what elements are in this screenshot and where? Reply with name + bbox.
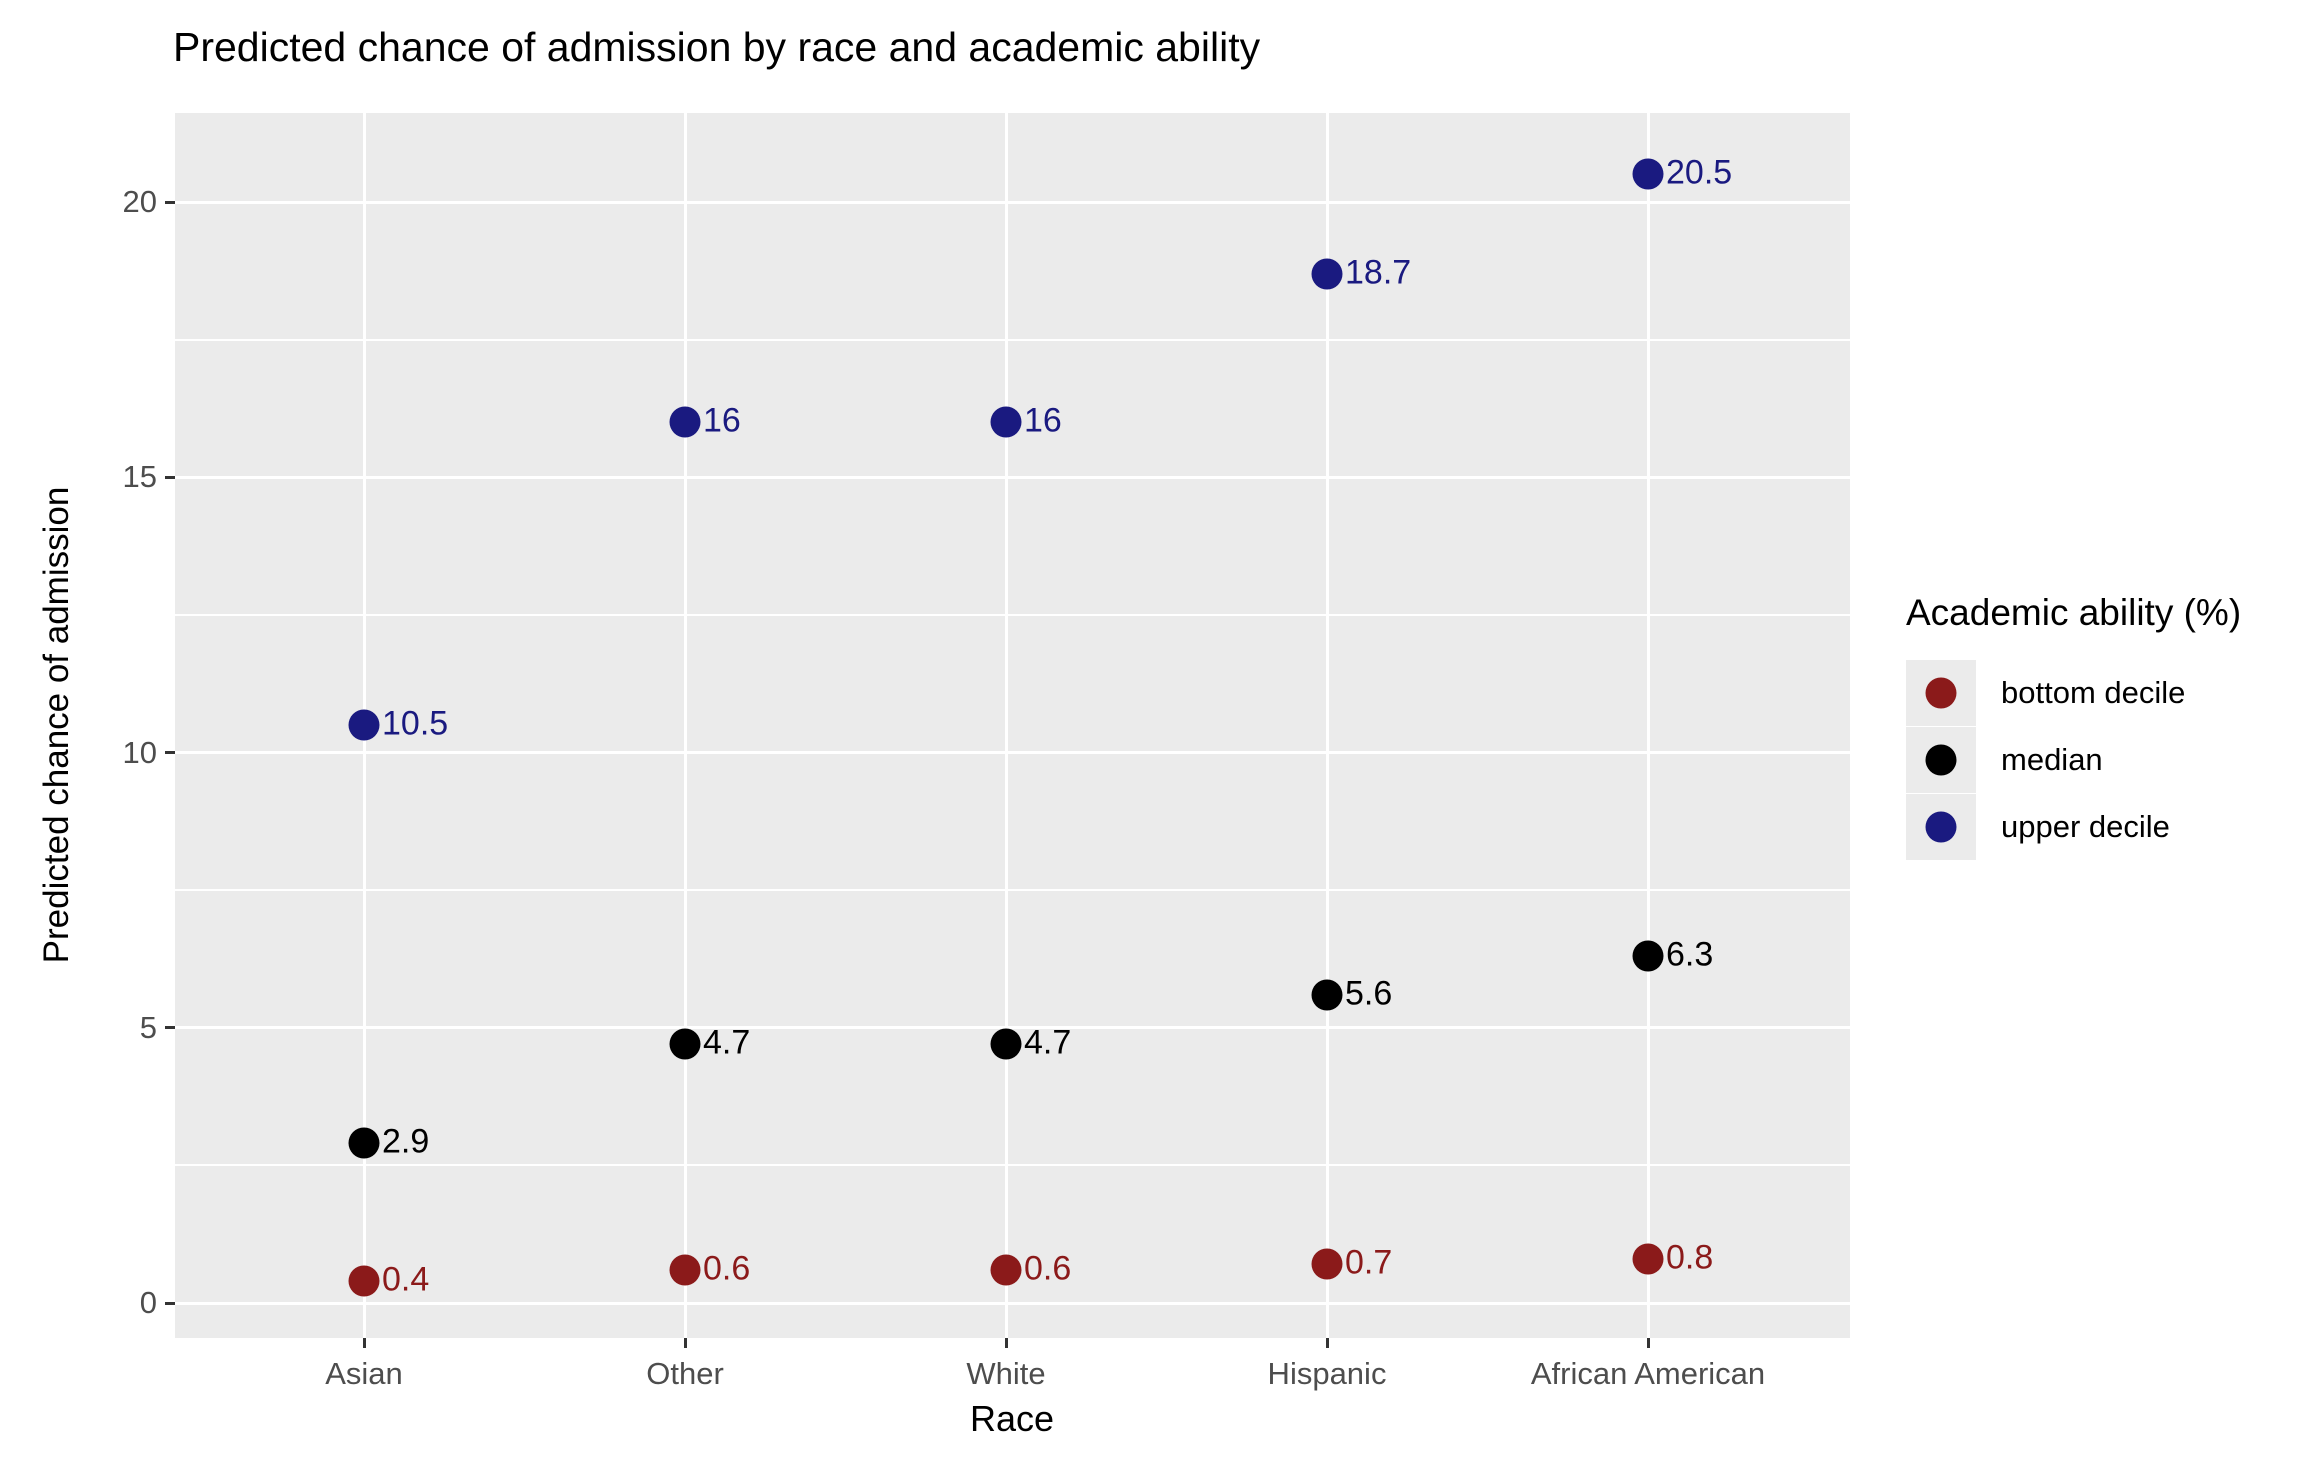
y-tick-mark [165, 1301, 175, 1305]
chart-title: Predicted chance of admission by race an… [173, 24, 1261, 70]
data-point-label: 4.7 [1024, 1023, 1072, 1062]
x-tick-label: African American [1530, 1356, 1766, 1391]
minor-gridline [175, 889, 1850, 892]
minor-gridline [175, 1164, 1850, 1167]
major-gridline-vertical [683, 113, 687, 1338]
legend-entry-label: median [2001, 742, 2103, 777]
x-axis-title: Race [969, 1398, 1055, 1439]
data-point-label: 18.7 [1345, 253, 1412, 292]
data-point [348, 1127, 380, 1159]
y-axis-title: Predicted chance of admission [37, 486, 76, 964]
legend-entry-label: bottom decile [2001, 675, 2186, 710]
legend-entry: upper decile [1906, 794, 2241, 860]
x-tick-label: Hispanic [1267, 1356, 1387, 1391]
data-point-label: 0.4 [382, 1260, 430, 1299]
y-tick-label: 5 [139, 1009, 157, 1045]
data-point-label: 2.9 [382, 1122, 430, 1161]
y-tick-mark [165, 751, 175, 754]
data-point-label: 0.6 [1024, 1249, 1072, 1288]
legend-title: Academic ability (%) [1906, 592, 2242, 633]
major-gridline [175, 200, 1850, 204]
major-gridline [175, 1301, 1850, 1305]
data-point-label: 16 [1024, 401, 1062, 440]
plot-panel: 0.4 0.6 0.6 0.7 0.8 2.9 4.7 4.7 5.6 6.3 10.5 16 16 18… [175, 113, 1850, 1338]
legend-entry: median [1906, 727, 2241, 793]
data-point [1632, 158, 1664, 190]
data-point-label: 4.7 [703, 1023, 751, 1062]
data-point [348, 1265, 380, 1297]
data-point [1311, 1248, 1343, 1280]
data-point [1311, 258, 1343, 290]
data-point-label: 5.6 [1345, 974, 1393, 1013]
major-gridline-vertical [1646, 113, 1650, 1338]
legend-dot-icon [1925, 744, 1957, 776]
legend: Academic ability (%) bottom decile median… [1906, 592, 2241, 861]
major-gridline-vertical [1325, 113, 1329, 1338]
data-point [990, 1254, 1022, 1286]
data-point [669, 1254, 701, 1286]
y-tick-label: 20 [122, 184, 157, 219]
data-point-label: 6.3 [1666, 935, 1714, 974]
x-tick-label: Other [646, 1356, 724, 1391]
legend-dot-icon [1925, 811, 1957, 843]
data-point [1632, 1243, 1664, 1275]
y-tick-mark [165, 200, 175, 204]
data-point [1311, 979, 1343, 1011]
minor-gridline [175, 613, 1850, 616]
data-point-label: 0.7 [1345, 1243, 1393, 1282]
data-point [1632, 940, 1664, 972]
legend-entries: bottom decile median upper decile [1906, 660, 2241, 860]
legend-entry-label: upper decile [2001, 809, 2170, 844]
minor-gridline [175, 338, 1850, 341]
x-tick-mark [1325, 1338, 1329, 1348]
legend-entry: bottom decile [1906, 660, 2241, 726]
legend-key [1906, 727, 1976, 793]
y-tick-mark [165, 1026, 175, 1030]
major-gridline [175, 1026, 1850, 1030]
legend-key [1906, 794, 1976, 860]
legend-key [1906, 660, 1976, 726]
x-tick-label: Asian [325, 1356, 403, 1391]
major-gridline [175, 475, 1850, 479]
data-point [990, 1028, 1022, 1060]
major-gridline-vertical [1004, 113, 1008, 1338]
y-tick-label: 0 [139, 1285, 157, 1320]
data-point-label: 16 [703, 401, 741, 440]
legend-dot-icon [1925, 677, 1957, 709]
data-point [669, 406, 701, 438]
x-tick-mark [362, 1338, 366, 1348]
data-point-label: 20.5 [1666, 153, 1733, 192]
major-gridline [175, 751, 1850, 754]
y-tick-label: 10 [122, 734, 157, 770]
data-point-label: 10.5 [382, 704, 449, 743]
y-tick-label: 15 [122, 459, 157, 495]
x-tick-mark [683, 1338, 687, 1348]
x-tick-mark [1646, 1338, 1650, 1348]
data-point [348, 709, 380, 741]
data-point [990, 406, 1022, 438]
y-tick-mark [165, 475, 175, 479]
data-point-label: 0.8 [1666, 1238, 1714, 1277]
x-tick-mark [1004, 1338, 1008, 1348]
data-point [669, 1028, 701, 1060]
data-point-label: 0.6 [703, 1249, 751, 1288]
x-tick-label: White [966, 1356, 1046, 1391]
